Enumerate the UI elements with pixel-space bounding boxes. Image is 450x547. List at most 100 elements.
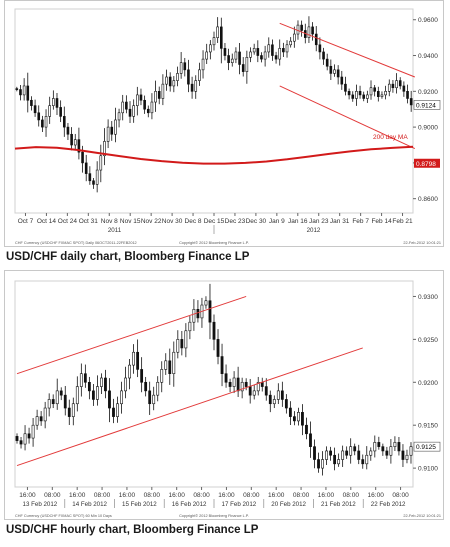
ma-label: 200 day MA: [373, 134, 408, 141]
candle-body: [385, 450, 389, 456]
daily-chart-panel: 0.96000.94000.92000.90000.88000.8600200 …: [4, 0, 444, 247]
candle-body: [180, 339, 184, 349]
candle-body: [405, 454, 409, 460]
candle-body: [47, 399, 51, 409]
candle-body: [31, 424, 35, 439]
candle-body: [344, 83, 347, 92]
candle-body: [148, 390, 152, 405]
candle-body: [188, 321, 192, 332]
candle-body: [373, 442, 377, 452]
candle-body: [355, 91, 358, 99]
candle-body: [244, 381, 248, 387]
y-tick-label: 0.9250: [418, 337, 438, 344]
x-tick-label: Nov 22: [141, 218, 162, 225]
candle-body: [67, 407, 71, 417]
candle-body: [357, 450, 361, 460]
candle-body: [70, 133, 73, 146]
candle-body: [272, 399, 276, 405]
x-tick-label: Dec 30: [246, 218, 267, 225]
candle-body: [152, 394, 156, 405]
footer-timestamp: 22-Feb-2012 10:01:21: [403, 514, 441, 518]
x-group-label: 17 Feb 2012: [222, 501, 257, 508]
x-group-label: 15 Feb 2012: [122, 501, 157, 508]
candle-body: [336, 69, 340, 78]
x-group-label: 16 Feb 2012: [172, 501, 207, 508]
candle-body: [397, 442, 401, 452]
candle-body: [100, 377, 103, 387]
candle-body: [128, 108, 132, 117]
candle-body: [305, 424, 308, 435]
candle-body: [276, 390, 280, 400]
x-tick-label: 16:00: [268, 492, 285, 499]
footer-copyright: Copyright© 2012 Bloomberg Finance L.P.: [179, 514, 249, 518]
candle-body: [114, 119, 117, 135]
candle-body: [313, 446, 316, 460]
x-tick-label: Nov 30: [162, 218, 183, 225]
candle-body: [59, 107, 62, 117]
candle-body: [256, 48, 260, 56]
candle-body: [398, 80, 402, 87]
candle-body: [205, 51, 209, 60]
candle-body: [325, 58, 329, 67]
footer-source: CHF Currency (USDCHF FXMAC SPOT) Daily 0…: [15, 241, 137, 245]
candle-body: [154, 91, 157, 103]
x-tick-label: 08:00: [392, 492, 409, 499]
x-tick-label: Jan 9: [269, 218, 285, 225]
candle-body: [187, 69, 190, 85]
x-tick-label: 16:00: [19, 492, 36, 499]
candle-body: [108, 390, 111, 409]
x-tick-label: 08:00: [193, 492, 210, 499]
candle-body: [190, 83, 194, 92]
y-tick-label: 0.9000: [418, 125, 438, 132]
candle-body: [292, 416, 296, 422]
candle-body: [172, 80, 176, 87]
candle-body: [52, 98, 55, 106]
candle-body: [347, 91, 351, 96]
candle-body: [116, 403, 119, 417]
candle-body: [220, 356, 224, 374]
candle-body: [44, 116, 48, 128]
x-tick-label: 16:00: [218, 492, 235, 499]
x-tick-label: 08:00: [94, 492, 111, 499]
candle-body: [260, 55, 263, 60]
daily-candlestick-chart: 0.96000.94000.92000.90000.88000.8600200 …: [14, 8, 441, 245]
x-tick-label: Jan 16: [288, 218, 308, 225]
x-tick-label: Oct 31: [79, 218, 99, 225]
candle-body: [381, 446, 385, 452]
candle-body: [317, 459, 320, 469]
candle-body: [37, 112, 41, 121]
candle-body: [26, 85, 30, 101]
plot-frame: [14, 280, 414, 488]
candle-body: [41, 119, 44, 128]
x-group-label: 13 Feb 2012: [23, 501, 58, 508]
candle-body: [84, 162, 88, 174]
candle-body: [121, 101, 125, 114]
candle-body: [161, 83, 165, 99]
candle-body: [201, 58, 205, 71]
candle-body: [369, 87, 373, 96]
candle-body: [75, 386, 79, 405]
candle-body: [301, 412, 304, 426]
candle-body: [143, 99, 146, 110]
x-tick-label: 08:00: [293, 492, 310, 499]
candle-body: [268, 394, 272, 405]
candle-body: [307, 26, 311, 38]
candle-body: [393, 442, 397, 447]
candle-body: [110, 126, 114, 135]
candle-body: [128, 364, 131, 379]
candle-body: [140, 369, 144, 383]
candle-body: [232, 377, 236, 387]
daily-chart-caption: USD/CHF daily chart, Bloomberg Finance L…: [6, 251, 250, 263]
candle-body: [263, 51, 267, 60]
y-tick-label: 0.9100: [418, 466, 438, 473]
candle-body: [15, 436, 19, 441]
candle-body: [395, 80, 398, 89]
candle-body: [224, 373, 228, 383]
candle-body: [66, 126, 70, 135]
candle-body: [71, 403, 75, 417]
last-price-label: 0.9124: [416, 102, 436, 109]
candle-body: [321, 459, 324, 469]
candle-body: [73, 139, 77, 146]
candle-body: [309, 433, 312, 447]
x-group-label: 21 Feb 2012: [321, 501, 356, 508]
